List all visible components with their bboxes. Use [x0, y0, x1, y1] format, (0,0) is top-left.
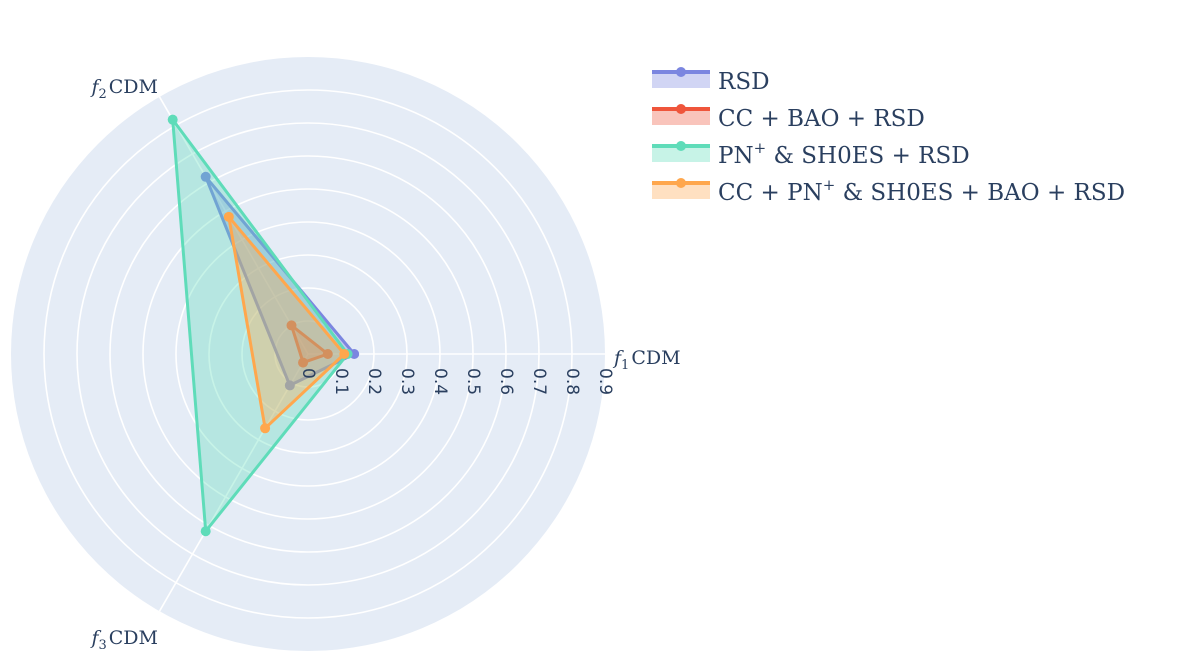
axis-symbol: f [89, 627, 101, 649]
axis-name: CDM [631, 347, 680, 369]
legend-swatch [652, 72, 710, 88]
legend-item-1[interactable]: CC + BAO + RSD [652, 104, 925, 132]
legend-marker [676, 141, 686, 151]
data-point [339, 349, 350, 359]
angular-axis-line [158, 96, 309, 355]
legend-label-rest: & SH0ES + RSD [766, 143, 970, 169]
data-point [260, 423, 271, 434]
radial-tick-label: 0.2 [364, 368, 384, 395]
axis-name: CDM [109, 627, 158, 649]
legend-label: CC + PN+ & SH0ES + BAO + RSD [718, 176, 1125, 206]
legend-label-sup: + [754, 139, 767, 157]
legend-item-2[interactable]: PN+ & SH0ES + RSD [652, 139, 970, 169]
data-point [200, 526, 211, 537]
legend-label-rest: & SH0ES + BAO + RSD [835, 180, 1125, 206]
series-2 [167, 114, 353, 537]
legend-label: PN+ & SH0ES + RSD [718, 139, 970, 169]
radial-tick-label: 0.6 [496, 368, 516, 395]
legend-label-main: PN [718, 143, 754, 169]
axis-symbol: f [89, 76, 101, 98]
radial-tick-label: 0.5 [463, 368, 483, 395]
legend-label-main: RSD [718, 69, 770, 95]
data-point [223, 211, 234, 222]
axis-subscript: 2 [98, 87, 106, 102]
radial-tick-label: 0 [298, 368, 318, 379]
axis-title-1: f1 CDM [612, 347, 681, 373]
series-area [290, 323, 330, 365]
legend-swatch [652, 183, 710, 199]
series-area [227, 215, 346, 430]
angular-axis-line [158, 353, 309, 612]
axis-name: CDM [109, 76, 158, 98]
data-point [322, 349, 333, 359]
series-area [171, 118, 350, 533]
radial-tick-labels: 0 0.1 0.2 0.3 0.4 0.5 0.6 0.7 0.8 0.9 [298, 368, 615, 395]
legend-marker [676, 104, 686, 114]
legend-label: RSD [718, 69, 770, 95]
series-1 [286, 320, 333, 368]
legend-label-main: CC + BAO + RSD [718, 106, 925, 132]
data-point [286, 320, 297, 331]
legend-swatch [652, 109, 710, 125]
data-point [298, 357, 309, 368]
radial-tick-label: 0.9 [595, 368, 615, 395]
radial-tick-label: 0.7 [529, 368, 549, 395]
legend-marker [676, 178, 686, 188]
axis-title-2: f2 CDM [89, 76, 158, 102]
radial-tick-label: 0.3 [397, 368, 417, 395]
legend-label-sup: + [823, 176, 836, 194]
legend-swatch [652, 146, 710, 162]
data-point [200, 171, 211, 182]
legend-marker [676, 67, 686, 77]
axis-symbol: f [612, 347, 624, 369]
radial-tick-label: 0.1 [331, 368, 351, 395]
legend-item-0[interactable]: RSD [652, 67, 770, 95]
legend-label: CC + BAO + RSD [718, 106, 925, 132]
legend-label-main: CC + PN [718, 180, 823, 206]
data-point [167, 114, 178, 125]
legend-item-3[interactable]: CC + PN+ & SH0ES + BAO + RSD [652, 176, 1125, 206]
radial-tick-label: 0.4 [430, 368, 450, 395]
series-3 [223, 211, 350, 434]
axis-title-3: f3 CDM [89, 627, 158, 653]
axis-subscript: 1 [621, 358, 629, 373]
series-layer [167, 114, 360, 537]
data-point [284, 380, 295, 391]
radial-tick-label: 0.8 [562, 368, 582, 395]
axis-subscript: 3 [98, 638, 106, 653]
